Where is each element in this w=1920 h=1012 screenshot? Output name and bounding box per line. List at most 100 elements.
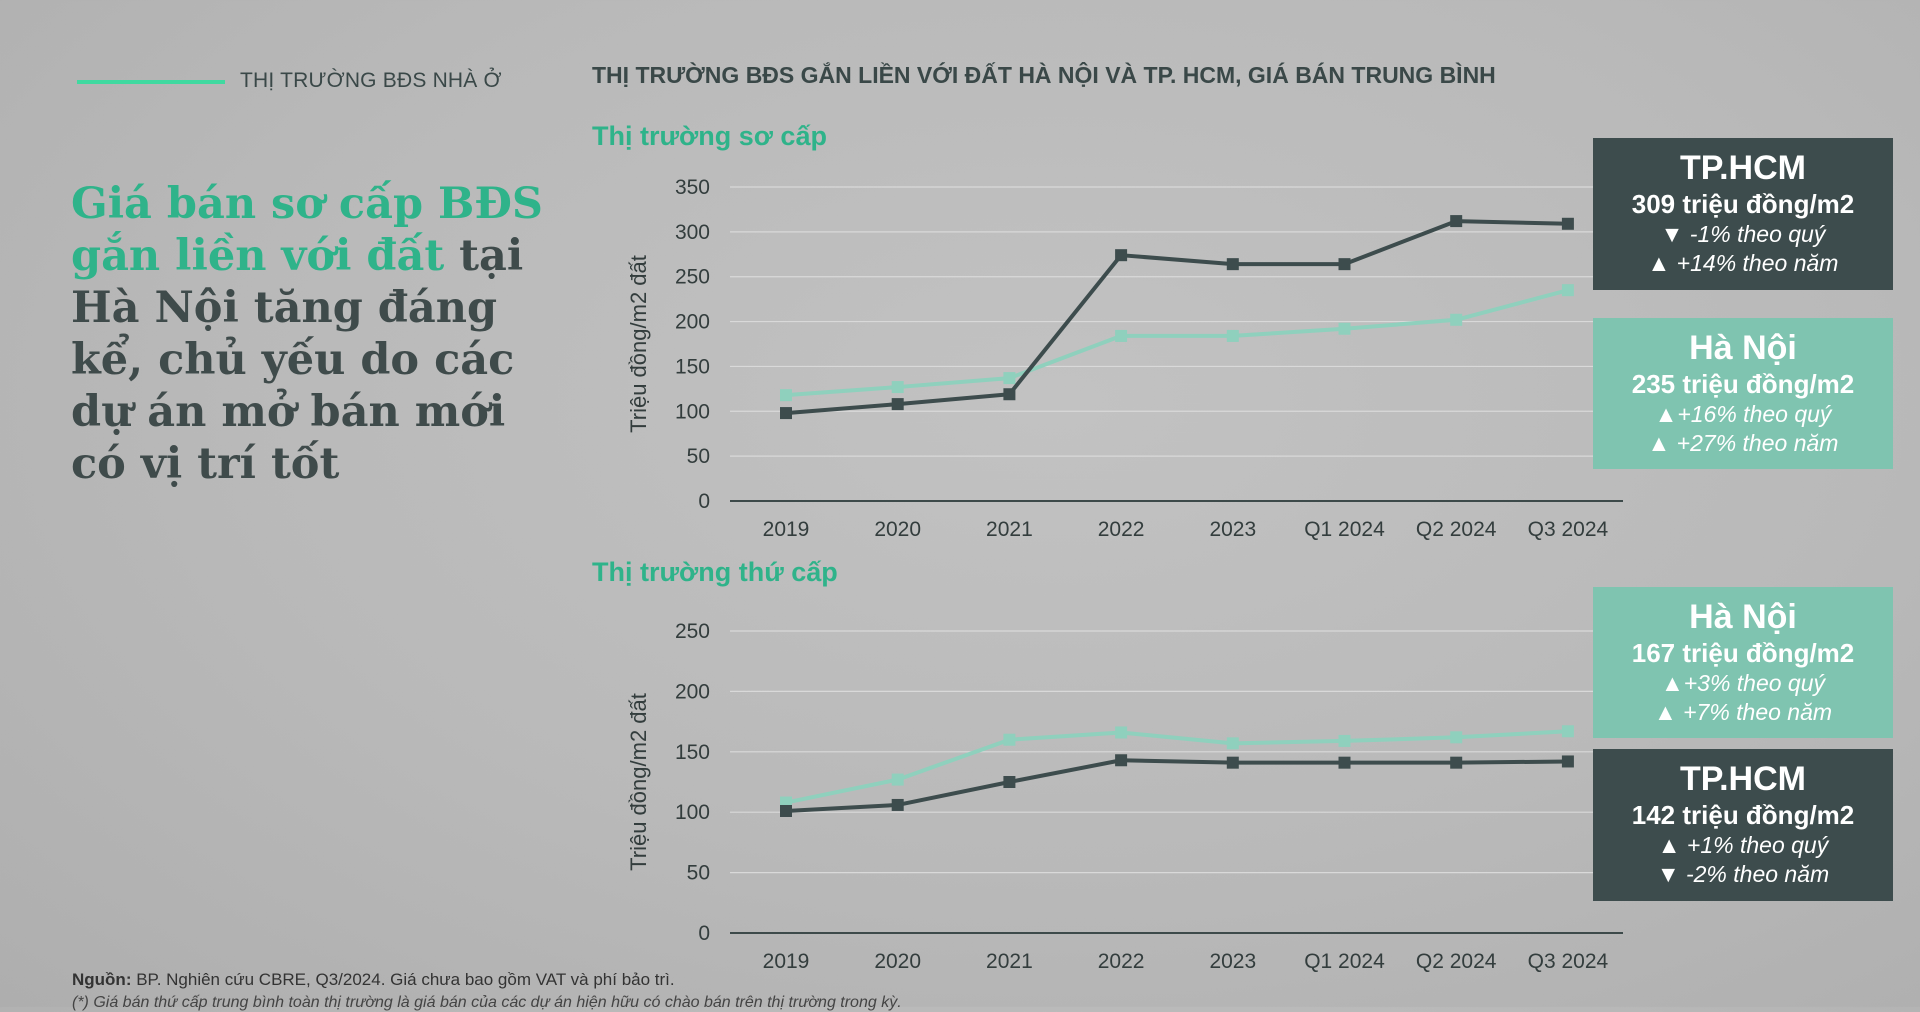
- x-tick-label: 2021: [986, 950, 1033, 973]
- y-tick-label: 50: [687, 862, 710, 885]
- secondary-hanoi-callout: Hà Nội 167 triệu đồng/m2 ▲+3% theo quý ▲…: [1593, 587, 1893, 738]
- hcm-data-point: [1338, 756, 1351, 769]
- hanoi-data-point: [891, 381, 904, 394]
- x-tick-label: 2023: [1209, 950, 1256, 973]
- y-tick-label: 350: [675, 176, 710, 199]
- x-tick-label: Q3 2024: [1528, 950, 1609, 973]
- x-tick-label: Q2 2024: [1416, 950, 1497, 973]
- headline: Giá bán sơ cấp BĐS gắn liền với đất tại …: [71, 178, 561, 490]
- chart-title: THỊ TRƯỜNG BĐS GẮN LIỀN VỚI ĐẤT HÀ NỘI V…: [592, 62, 1496, 88]
- y-tick-label: 50: [687, 445, 710, 468]
- hcm-data-point: [1561, 755, 1574, 768]
- hcm-data-point: [891, 398, 904, 411]
- x-tick-label: 2022: [1098, 950, 1145, 973]
- hcm-data-point: [1003, 776, 1016, 788]
- secondary-hcm-callout: TP.HCM 142 triệu đồng/m2 ▲ +1% theo quý …: [1593, 749, 1893, 901]
- callout-yoy: ▲ +27% theo năm: [1647, 430, 1839, 456]
- hcm-data-point: [1115, 754, 1128, 767]
- callout-city: Hà Nội: [1689, 598, 1797, 636]
- hcm-data-point: [1561, 217, 1574, 230]
- x-tick-label: Q3 2024: [1528, 518, 1609, 541]
- callout-price: 142 triệu đồng/m2: [1631, 800, 1855, 830]
- primary-hanoi-callout: Hà Nội 235 triệu đồng/m2 ▲+16% theo quý …: [1593, 318, 1893, 469]
- section-label: THỊ TRƯỜNG BĐS NHÀ Ở: [240, 69, 502, 92]
- y-tick-label: 0: [698, 922, 710, 945]
- hanoi-series-line: [785, 288, 1569, 398]
- hcm-data-point: [1450, 756, 1463, 769]
- hcm-data-point: [1338, 258, 1351, 271]
- headline-highlight: Giá bán sơ cấp BĐS gắn liền với đất: [71, 179, 543, 281]
- hanoi-data-point: [1115, 726, 1128, 739]
- callout-price: 309 triệu đồng/m2: [1631, 189, 1855, 219]
- y-tick-label: 100: [675, 801, 710, 824]
- headline-rest: tại Hà Nội tăng đáng kể, chủ yếu do các …: [71, 231, 524, 489]
- y-tick-label: 250: [675, 620, 710, 643]
- x-tick-label: Q2 2024: [1416, 518, 1497, 541]
- hcm-data-point: [1115, 249, 1128, 262]
- hcm-data-point: [780, 804, 792, 817]
- x-tick-label: 2021: [986, 518, 1033, 541]
- hanoi-data-point: [1561, 725, 1574, 738]
- y-axis-label: Triệu đồng/m2 đất: [626, 255, 651, 433]
- callout-qoq: ▲+3% theo quý: [1660, 670, 1826, 696]
- callout-qoq: ▲ +1% theo quý: [1657, 832, 1829, 858]
- hanoi-data-point: [891, 773, 904, 786]
- y-axis-label: Triệu đồng/m2 đất: [626, 693, 651, 871]
- section-accent-line: [77, 80, 225, 84]
- source-label: Nguồn:: [72, 970, 132, 989]
- hcm-data-point: [891, 798, 904, 811]
- hcm-series-line: [785, 219, 1568, 416]
- footnote: (*) Giá bán thứ cấp trung bình toàn thị …: [72, 994, 902, 1011]
- callout-qoq: ▼ -1% theo quý: [1660, 221, 1826, 247]
- y-tick-label: 150: [675, 741, 710, 764]
- hcm-data-point: [1226, 258, 1239, 271]
- hcm-data-point: [1003, 388, 1016, 401]
- y-tick-label: 200: [675, 680, 710, 703]
- x-tick-label: 2019: [763, 518, 810, 541]
- callout-yoy: ▼ -2% theo năm: [1656, 861, 1830, 887]
- hcm-series-line: [785, 758, 1568, 813]
- y-tick-label: 100: [675, 400, 710, 423]
- callout-yoy: ▲ +14% theo năm: [1647, 250, 1839, 276]
- hanoi-series-line: [785, 729, 1569, 805]
- x-tick-label: 2023: [1209, 518, 1256, 541]
- y-tick-label: 0: [698, 490, 710, 513]
- y-tick-label: 250: [675, 266, 710, 289]
- callout-city: TP.HCM: [1680, 760, 1806, 798]
- hanoi-data-point: [1003, 372, 1016, 385]
- x-tick-label: Q1 2024: [1304, 950, 1385, 973]
- x-tick-label: 2022: [1098, 518, 1145, 541]
- x-tick-label: 2019: [763, 950, 810, 973]
- hanoi-data-point: [780, 389, 792, 402]
- hanoi-data-point: [1115, 329, 1128, 342]
- hcm-data-point: [1226, 756, 1239, 769]
- hcm-data-point: [1450, 215, 1463, 228]
- y-tick-label: 300: [675, 221, 710, 244]
- callout-city: Hà Nội: [1689, 329, 1797, 367]
- y-tick-label: 200: [675, 311, 710, 334]
- callout-qoq: ▲+16% theo quý: [1654, 401, 1832, 427]
- callout-price: 167 triệu đồng/m2: [1631, 638, 1855, 668]
- source-line: Nguồn: BP. Nghiên cứu CBRE, Q3/2024. Giá…: [72, 970, 675, 990]
- callout-yoy: ▲ +7% theo năm: [1653, 699, 1833, 725]
- secondary-market-title: Thị trường thứ cấp: [592, 557, 838, 587]
- callout-price: 235 triệu đồng/m2: [1631, 369, 1855, 399]
- hcm-data-point: [780, 407, 792, 420]
- callout-city: TP.HCM: [1680, 149, 1806, 187]
- primary-hcm-callout: TP.HCM 309 triệu đồng/m2 ▼ -1% theo quý …: [1593, 138, 1893, 290]
- hanoi-data-point: [1450, 313, 1463, 326]
- hanoi-data-point: [1561, 284, 1574, 297]
- y-tick-label: 150: [675, 355, 710, 378]
- hanoi-data-point: [1226, 737, 1239, 750]
- hanoi-data-point: [1450, 731, 1463, 744]
- source-text: BP. Nghiên cứu CBRE, Q3/2024. Giá chưa b…: [131, 970, 675, 989]
- x-tick-label: 2020: [874, 950, 921, 973]
- x-tick-label: 2020: [874, 518, 921, 541]
- hanoi-data-point: [1003, 733, 1016, 746]
- hanoi-data-point: [1338, 322, 1351, 335]
- hanoi-data-point: [1338, 734, 1351, 747]
- x-tick-label: Q1 2024: [1304, 518, 1385, 541]
- hanoi-data-point: [1226, 329, 1239, 342]
